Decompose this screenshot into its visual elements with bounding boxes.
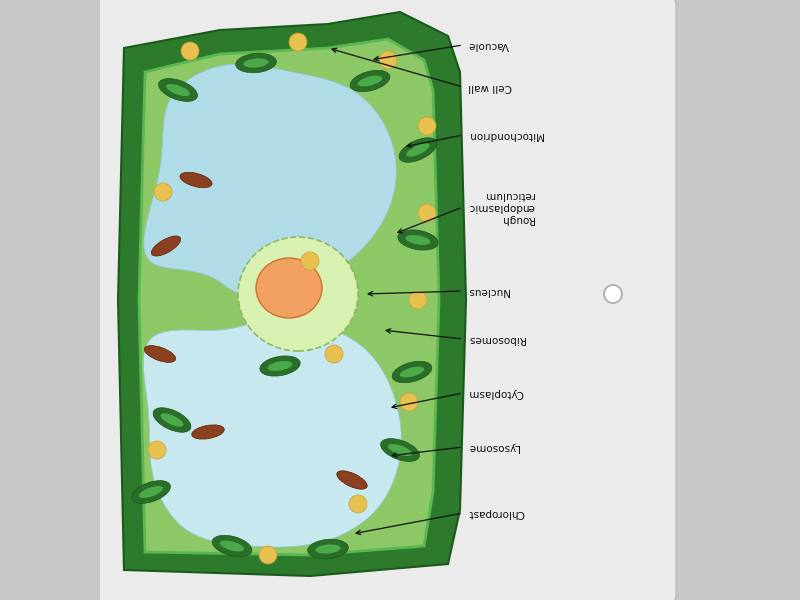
Ellipse shape <box>181 42 199 60</box>
Text: Ribosomes: Ribosomes <box>468 334 525 344</box>
Ellipse shape <box>398 230 438 250</box>
Ellipse shape <box>604 285 622 303</box>
Ellipse shape <box>308 539 348 559</box>
Text: Cell wall: Cell wall <box>468 82 512 92</box>
Ellipse shape <box>406 235 430 245</box>
Ellipse shape <box>144 346 176 362</box>
Ellipse shape <box>358 76 382 86</box>
Ellipse shape <box>212 535 252 557</box>
Ellipse shape <box>153 408 191 432</box>
Ellipse shape <box>267 361 293 371</box>
Ellipse shape <box>243 58 269 68</box>
Ellipse shape <box>392 361 432 383</box>
Ellipse shape <box>325 345 343 363</box>
Text: Chloropast: Chloropast <box>468 508 524 518</box>
Ellipse shape <box>151 236 181 256</box>
Ellipse shape <box>350 70 390 92</box>
Text: Vacuole: Vacuole <box>468 40 509 50</box>
Ellipse shape <box>418 117 436 135</box>
Ellipse shape <box>259 546 277 564</box>
Ellipse shape <box>379 51 397 69</box>
Ellipse shape <box>220 541 244 551</box>
Ellipse shape <box>154 183 172 201</box>
Ellipse shape <box>388 444 412 456</box>
Polygon shape <box>139 39 439 555</box>
Ellipse shape <box>337 471 367 489</box>
FancyBboxPatch shape <box>94 0 676 600</box>
Ellipse shape <box>260 356 300 376</box>
Ellipse shape <box>400 393 418 411</box>
Polygon shape <box>118 12 466 576</box>
Ellipse shape <box>406 143 430 157</box>
Ellipse shape <box>139 486 163 498</box>
Ellipse shape <box>158 79 198 101</box>
Ellipse shape <box>381 439 419 461</box>
Ellipse shape <box>238 237 358 351</box>
Text: Rough
endoplasmic
reticulum: Rough endoplasmic reticulum <box>468 190 534 224</box>
Text: Lysosome: Lysosome <box>468 442 519 452</box>
Ellipse shape <box>399 138 437 162</box>
Ellipse shape <box>315 544 341 554</box>
Ellipse shape <box>131 481 170 503</box>
Ellipse shape <box>289 33 307 51</box>
Text: Nucleus: Nucleus <box>468 286 510 296</box>
Ellipse shape <box>400 367 424 377</box>
Ellipse shape <box>236 53 276 73</box>
Ellipse shape <box>148 441 166 459</box>
Ellipse shape <box>409 291 427 309</box>
Polygon shape <box>143 318 402 547</box>
Text: Cytoplasm: Cytoplasm <box>468 388 523 398</box>
Text: Mitochondrion: Mitochondrion <box>468 130 542 140</box>
Ellipse shape <box>418 204 436 222</box>
Polygon shape <box>144 64 396 294</box>
Ellipse shape <box>192 425 224 439</box>
Ellipse shape <box>349 495 367 513</box>
Ellipse shape <box>301 252 319 270</box>
Ellipse shape <box>161 413 183 427</box>
Ellipse shape <box>256 258 322 318</box>
Ellipse shape <box>180 172 212 188</box>
Ellipse shape <box>166 84 190 96</box>
